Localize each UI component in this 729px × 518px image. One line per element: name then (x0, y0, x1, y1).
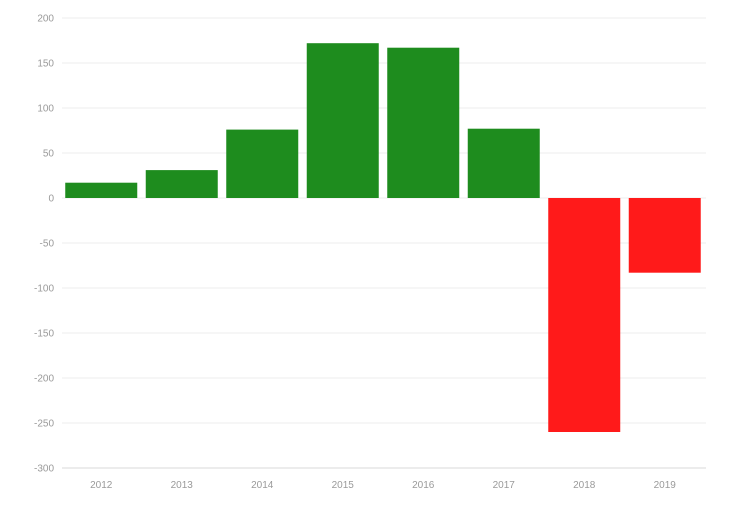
x-tick-label: 2018 (573, 480, 596, 491)
y-tick-label: 50 (43, 149, 55, 160)
x-tick-label: 2012 (90, 480, 113, 491)
bar-2019 (628, 198, 701, 273)
y-tick-label: 0 (48, 194, 54, 205)
x-tick-label: 2014 (251, 480, 274, 491)
x-tick-label: 2016 (412, 480, 435, 491)
bars (65, 43, 701, 432)
bar-2013 (145, 170, 218, 198)
y-tick-label: -100 (34, 284, 54, 295)
bar-2015 (306, 43, 379, 199)
y-tick-label: -150 (34, 329, 54, 340)
y-tick-label: 150 (37, 59, 54, 70)
bar-2014 (226, 129, 299, 198)
y-tick-label: -250 (34, 419, 54, 430)
y-tick-label: 100 (37, 104, 54, 115)
y-tick-label: 200 (37, 14, 54, 25)
y-tick-label: -200 (34, 374, 54, 385)
x-tick-label: 2017 (493, 480, 516, 491)
y-tick-label: -300 (34, 464, 54, 475)
bar-2012 (65, 182, 138, 198)
x-tick-label: 2019 (654, 480, 677, 491)
y-axis-tick-labels: 200 150 100 50 0 -50 -100 -150 -200 -250 -300 (34, 14, 54, 475)
x-axis-tick-labels: 2012 2013 2014 2015 2016 2017 2018 2019 (90, 480, 676, 491)
x-tick-label: 2013 (171, 480, 194, 491)
y-tick-label: -50 (40, 239, 55, 250)
bar-2018 (548, 198, 621, 432)
bar-2017 (467, 128, 540, 198)
x-tick-label: 2015 (332, 480, 355, 491)
bar-2016 (387, 47, 460, 199)
